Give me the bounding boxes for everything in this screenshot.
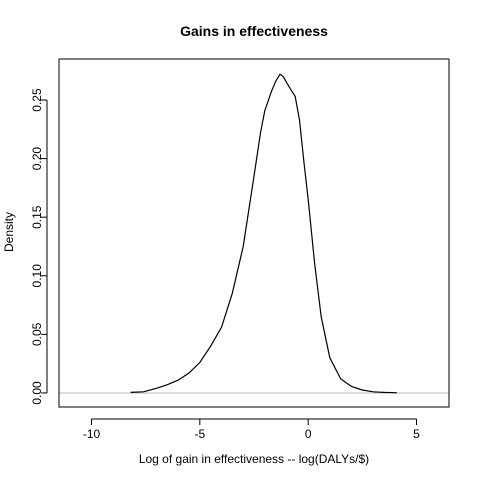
y-tick-label: 0.00 <box>30 381 44 405</box>
y-tick-label: 0.15 <box>30 205 44 229</box>
density-curve <box>130 73 398 394</box>
y-tick-label: 0.10 <box>30 264 44 288</box>
x-tick-label: 5 <box>413 427 420 441</box>
x-tick-label: 0 <box>305 427 312 441</box>
x-tick-label: -5 <box>194 427 205 441</box>
y-tick-label: 0.20 <box>30 147 44 171</box>
y-tick-label: 0.05 <box>30 322 44 346</box>
y-tick-label: 0.25 <box>30 88 44 112</box>
y-axis-label: Density <box>2 212 16 252</box>
plot-frame <box>58 58 450 408</box>
chart-title: Gains in effectiveness <box>180 23 328 39</box>
x-tick-label: -10 <box>83 427 101 441</box>
axes: -10 -5 0 5 0.00 0.05 0.10 0.15 0.20 0.25 <box>30 88 420 441</box>
x-axis-label: Log of gain in effectiveness -- log(DALY… <box>139 452 369 466</box>
